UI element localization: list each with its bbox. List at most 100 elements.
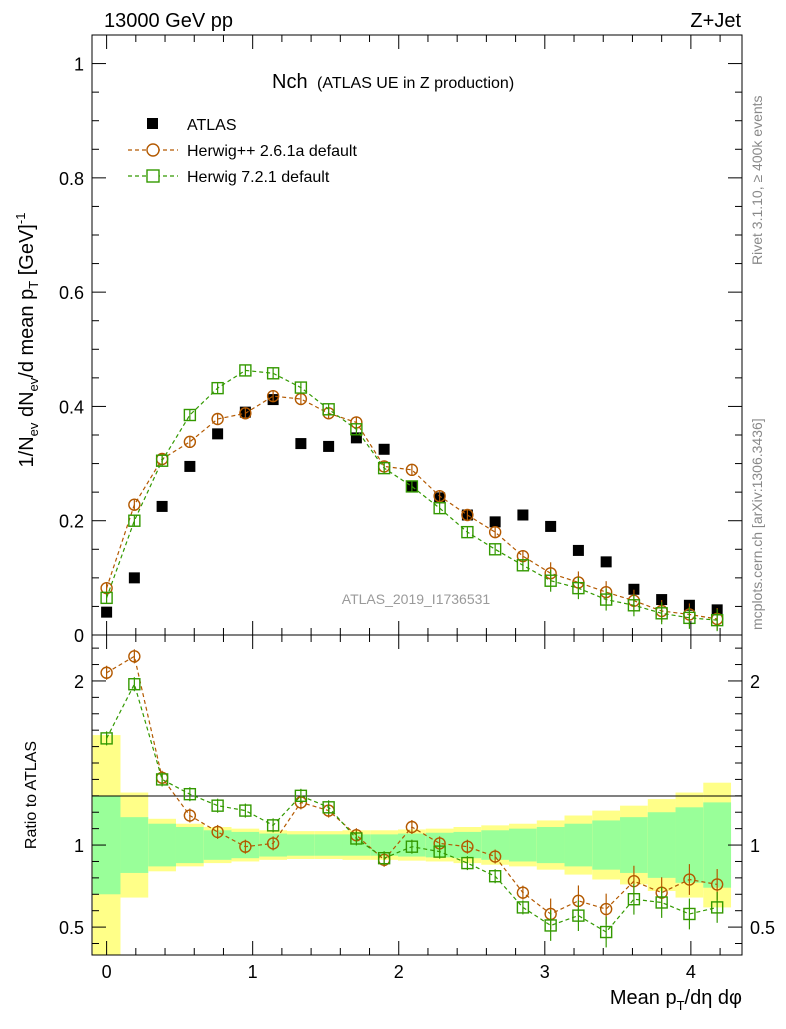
ratio-point-herwig-2-6-1a-default <box>516 886 530 899</box>
ratio-point-herwig-7-2-1-default <box>294 789 308 803</box>
main-point-atlas <box>323 440 335 452</box>
ylabel-part-0: 1/N <box>16 436 38 467</box>
main-point-herwig-7-2-1-default <box>655 607 668 620</box>
main-line-herwig-7-2-1-default <box>106 369 718 621</box>
main-point-herwig-7-2-1-default <box>294 381 308 394</box>
main-point-herwig-7-2-1-default <box>128 514 141 527</box>
main-y-tick-label: 1 <box>74 55 84 75</box>
main-point-atlas <box>517 509 529 521</box>
x-tick-label: 0 <box>102 962 112 982</box>
header-energy: 13000 GeV pp <box>104 10 233 32</box>
xlabel-part-1: T <box>677 998 685 1013</box>
xlabel-part-2: /dη dφ <box>685 987 742 1009</box>
main-point-atlas <box>156 500 168 512</box>
main-point-herwig-7-2-1-default <box>183 408 197 422</box>
header-process: Z+Jet <box>690 10 741 32</box>
ratio-point-herwig-7-2-1-default <box>544 919 557 932</box>
legend-marker-atlas <box>147 118 158 129</box>
main-point-atlas <box>184 460 196 472</box>
main-point-atlas <box>545 520 557 532</box>
ratio-point-herwig-7-2-1-default <box>488 870 502 883</box>
main-point-herwig-7-2-1-default <box>461 525 474 539</box>
main-point-herwig-7-2-1-default <box>516 559 530 572</box>
main-point-atlas <box>572 544 584 556</box>
ratio-point-herwig-7-2-1-default <box>433 845 446 858</box>
mcplots-label: mcplots.cern.ch [arXiv:1306.3436] <box>749 418 765 630</box>
main-point-herwig-7-2-1-default <box>488 543 502 556</box>
ratio-point-herwig-2-6-1a-default <box>683 873 696 886</box>
main-point-herwig-2-6-1a-default <box>266 389 280 403</box>
main-y-tick-label: 0.6 <box>59 283 84 303</box>
ratio-y-tick-label: 2 <box>74 672 84 692</box>
main-point-herwig-2-6-1a-default <box>128 498 141 511</box>
ratio-point-herwig-7-2-1-default <box>599 925 613 939</box>
ylabel-part-4: /d mean p <box>16 289 38 378</box>
main-point-herwig-7-2-1-default <box>239 364 252 377</box>
ratio-point-herwig-7-2-1-default <box>350 832 363 845</box>
main-point-herwig-2-6-1a-default <box>405 463 419 477</box>
main-point-atlas <box>489 516 501 528</box>
main-point-herwig-7-2-1-default <box>544 574 557 587</box>
ratio-y-tick-label: 1 <box>74 836 84 856</box>
main-point-herwig-7-2-1-default <box>572 581 585 595</box>
ratio-point-herwig-2-6-1a-default <box>128 650 141 663</box>
ratio-band-inner <box>536 827 565 864</box>
ratio-point-herwig-7-2-1-default <box>655 896 668 909</box>
ratio-point-herwig-7-2-1-default <box>322 801 335 814</box>
analysis-annotation: ATLAS_2019_I1736531 <box>342 591 491 607</box>
main-point-atlas <box>628 583 640 595</box>
main-point-herwig-7-2-1-default <box>599 593 613 606</box>
main-point-herwig-2-6-1a-default <box>294 392 308 406</box>
ratio-point-herwig-2-6-1a-default <box>405 820 419 834</box>
main-y-tick-label: 0.8 <box>59 169 84 189</box>
ratio-point-herwig-7-2-1-default <box>710 901 724 914</box>
ratio-y-tick-label-right: 1 <box>750 836 760 856</box>
ratio-band-inner <box>370 834 399 856</box>
main-point-herwig-7-2-1-default <box>683 611 696 625</box>
x-tick-label: 2 <box>394 962 404 982</box>
main-point-herwig-2-6-1a-default <box>461 508 474 522</box>
main-point-atlas <box>600 556 612 568</box>
ratio-point-herwig-7-2-1-default <box>266 819 280 832</box>
ratio-band-inner <box>647 812 676 878</box>
ratio-point-herwig-7-2-1-default <box>683 907 696 921</box>
ylabel-part-1: ev <box>26 422 41 436</box>
ratio-point-herwig-7-2-1-default <box>211 799 224 812</box>
ratio-band-inner <box>564 823 593 867</box>
main-point-herwig-2-6-1a-default <box>488 525 502 539</box>
ratio-point-herwig-7-2-1-default <box>405 840 419 853</box>
ratio-point-herwig-2-6-1a-default <box>100 666 113 679</box>
ratio-point-herwig-2-6-1a-default <box>710 878 724 891</box>
main-point-herwig-7-2-1-default <box>211 381 224 395</box>
ylabel-part-5: T <box>26 281 41 289</box>
ratio-point-herwig-7-2-1-default <box>128 678 141 691</box>
main-line-herwig-2-6-1a-default <box>106 395 718 620</box>
plot-title-sub: (ATLAS UE in Z production) <box>317 75 514 92</box>
main-point-herwig-7-2-1-default <box>100 591 113 605</box>
rivet-label: Rivet 3.1.10, ≥ 400k events <box>749 95 765 265</box>
main-y-tick-label: 0.4 <box>59 397 84 417</box>
ratio-band-inner <box>592 820 621 870</box>
ratio-y-label: Ratio to ATLAS <box>23 741 40 849</box>
ratio-point-herwig-7-2-1-default <box>461 856 474 870</box>
main-y-tick-label: 0 <box>74 626 84 646</box>
legend: ATLAS Herwig++ 2.6.1a default Herwig 7.2… <box>128 117 357 186</box>
ratio-point-herwig-2-6-1a-default <box>239 840 252 853</box>
ylabel-part-6: [GeV] <box>16 224 38 281</box>
main-point-herwig-2-6-1a-default <box>211 412 224 426</box>
ylabel-part-7: -1 <box>13 213 28 225</box>
ratio-point-herwig-7-2-1-default <box>377 851 391 865</box>
ratio-band-inner <box>120 817 149 873</box>
ratio-point-herwig-2-6-1a-default <box>266 837 280 850</box>
main-point-herwig-2-6-1a-default <box>433 489 446 503</box>
main-point-herwig-7-2-1-default <box>322 403 335 416</box>
legend-label-herwigpp: Herwig++ 2.6.1a default <box>187 143 357 160</box>
main-point-herwig-2-6-1a-default <box>239 407 252 420</box>
main-point-atlas <box>295 438 307 450</box>
ratio-point-herwig-7-2-1-default <box>627 893 641 906</box>
ylabel-part-3: ev <box>26 377 41 391</box>
ratio-point-herwig-7-2-1-default <box>572 909 585 922</box>
ratio-point-herwig-2-6-1a-default <box>488 850 502 863</box>
main-point-herwig-7-2-1-default <box>433 501 446 515</box>
